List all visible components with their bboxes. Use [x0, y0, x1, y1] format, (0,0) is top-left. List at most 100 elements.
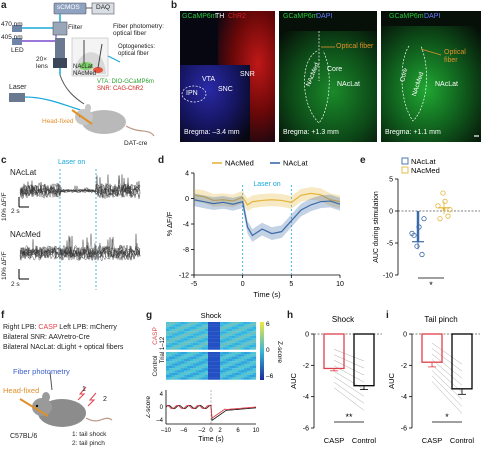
heatmap-cell — [220, 345, 224, 348]
heatmap-cell — [241, 324, 245, 327]
panel-label-c: c — [1, 155, 7, 166]
heatmap-cell — [223, 322, 227, 325]
heatmap-cell — [223, 333, 227, 336]
heatmap-cell — [172, 375, 176, 378]
heatmap-cell — [196, 342, 200, 346]
heatmap-cell — [169, 342, 173, 346]
heatmap-cell — [211, 358, 215, 362]
heatmap-cell — [202, 345, 206, 348]
heatmap-cell — [190, 347, 194, 350]
heatmap-cell — [238, 333, 242, 336]
heatmap-cell — [250, 342, 254, 346]
heatmap-cell — [208, 354, 212, 357]
heatmap-cell — [196, 356, 200, 359]
heatmap-cell — [205, 324, 209, 327]
heatmap-cell — [244, 368, 248, 371]
heatmap-cell — [181, 331, 185, 334]
heatmap-cell — [202, 372, 206, 376]
heatmap-cell — [250, 328, 254, 332]
heatmap-cell — [166, 342, 170, 346]
subject-line — [333, 349, 365, 362]
heatmap-cell — [214, 363, 218, 366]
heatmap-cell — [202, 347, 206, 350]
z-x-tick-label: 6 — [236, 428, 240, 434]
c-scale-y-1: 10% ΔF/F — [1, 192, 8, 221]
y-axis-label: AUC — [289, 373, 298, 389]
heatmap-cell — [208, 335, 212, 339]
heatmap-cell — [181, 361, 185, 364]
panel-g: Shock CASP Control Trial 1–12 6 0 –6 Z-score 4 0–… — [145, 310, 286, 457]
heatmap-cell — [241, 342, 245, 346]
heatmap-cell — [169, 361, 173, 364]
heatmap-cell — [241, 358, 245, 362]
heatmap-cell — [244, 370, 248, 373]
heatmap-cell — [187, 356, 191, 359]
heatmap-cell — [184, 333, 188, 336]
heatmap-cell — [244, 361, 248, 364]
heatmap-cell — [214, 340, 218, 343]
heatmap-cell — [217, 370, 221, 373]
heatmap-cell — [205, 328, 209, 332]
shock-auc-bar-chart: Shock 0 -2 -4 -6 AUC CASP Control ** — [289, 315, 382, 445]
lens-tube — [55, 38, 65, 60]
heatmap-cell — [166, 370, 170, 373]
label-405nm: 405 nm — [1, 34, 23, 41]
c-label-nacmed: NAcMed — [10, 230, 41, 239]
setup-diagram — [9, 2, 155, 137]
histology-image-2: GCaMP6m DAPI Optical fiber Core NAcMed N… — [279, 11, 377, 142]
heatmap-cell — [187, 372, 191, 376]
heatmap-cell — [217, 338, 221, 341]
heatmap-cell — [229, 356, 233, 359]
heatmap-cell — [208, 361, 212, 364]
heatmap-cell — [247, 347, 251, 350]
chart-title: Shock — [332, 315, 355, 324]
heatmap-cell — [253, 356, 257, 359]
z-x-tick-label: –10 — [161, 428, 172, 434]
heatmap-cell — [172, 342, 176, 346]
heatmap-cell — [184, 356, 188, 359]
heatmap-cell — [187, 358, 191, 362]
trace-line — [19, 233, 141, 261]
heatmap-cell — [190, 340, 194, 343]
y-tick-label: 5 — [389, 177, 393, 184]
heatmap-cell — [202, 352, 206, 355]
heatmap-cell — [229, 345, 233, 348]
heatmap-cell — [247, 338, 251, 341]
heatmap-cell — [253, 347, 257, 350]
label-filter: Filter — [68, 24, 83, 31]
heatmap-cell — [181, 328, 185, 332]
x-axis-label: Time (s) — [253, 290, 281, 299]
y-tick-label: 4 — [185, 171, 189, 178]
heatmap-cell — [184, 365, 188, 369]
heatmap-cell — [208, 356, 212, 359]
heatmap-cell — [232, 358, 236, 362]
heatmap-cell — [253, 331, 257, 334]
heatmap-cell — [244, 372, 248, 376]
heatmap-cell — [241, 340, 245, 343]
heatmap-cell — [166, 326, 170, 329]
heatmap-cell — [205, 326, 209, 329]
heatmap-cell — [229, 372, 233, 376]
heatmap-cell — [175, 345, 179, 348]
heatmap-cell — [253, 328, 257, 332]
subject-line — [431, 359, 463, 386]
bar-control — [353, 333, 375, 387]
f-legend-1: 1: tail shock — [72, 431, 107, 438]
label-naclat: NAcLat — [73, 64, 93, 70]
f-num-2: 2 — [103, 396, 107, 403]
heatmap-cell — [172, 361, 176, 364]
heatmap-cell — [223, 361, 227, 364]
subject-line — [431, 381, 463, 414]
heatmap-cell — [247, 370, 251, 373]
heatmap-cell — [184, 340, 188, 343]
heatmap-cell — [172, 354, 176, 357]
heatmap-cell — [187, 365, 191, 369]
zscore-line-control — [165, 404, 257, 422]
data-point — [411, 232, 417, 238]
heatmap-cell — [184, 368, 188, 371]
heatmap-cell — [253, 368, 257, 371]
heatmap-cell — [187, 352, 191, 355]
heatmap-cell — [172, 338, 176, 341]
heatmap-cell — [190, 342, 194, 346]
heatmap-cell — [178, 345, 182, 348]
